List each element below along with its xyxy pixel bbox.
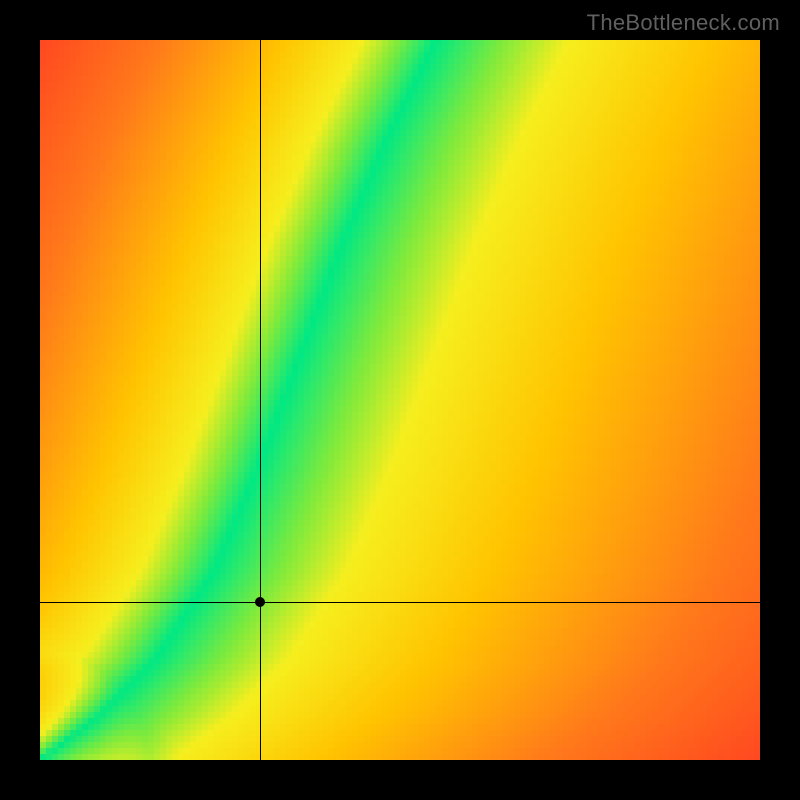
crosshair-horizontal <box>40 602 760 603</box>
plot-area <box>40 40 760 760</box>
heatmap-canvas <box>40 40 760 760</box>
crosshair-vertical <box>260 40 261 760</box>
watermark-text: TheBottleneck.com <box>587 10 780 36</box>
crosshair-marker <box>255 597 265 607</box>
chart-container: TheBottleneck.com <box>0 0 800 800</box>
